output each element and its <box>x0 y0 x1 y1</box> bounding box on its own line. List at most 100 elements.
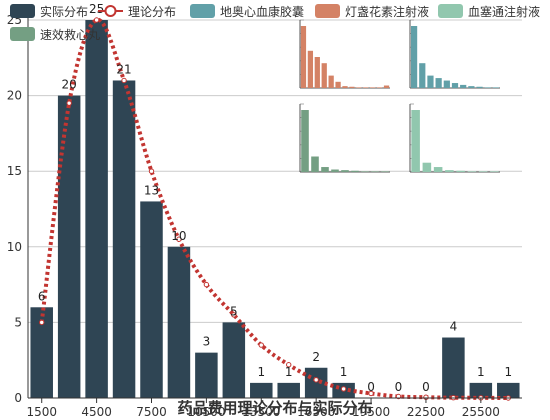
inset-bar <box>363 87 369 88</box>
inset-bar <box>460 84 467 88</box>
legend-item[interactable]: 速效救心丸 <box>10 27 100 42</box>
bar-series <box>30 20 520 398</box>
bar-value-label: 3 <box>203 335 211 349</box>
theory-point[interactable] <box>66 100 72 106</box>
x-tick-label: 7500 <box>136 405 167 419</box>
x-tick-label: 16500 <box>297 405 335 419</box>
inset-bar <box>383 85 390 88</box>
inset-bar <box>335 81 341 88</box>
theory-point[interactable] <box>313 377 319 383</box>
bar-value-label: 0 <box>422 380 430 394</box>
inset-bar <box>376 87 383 88</box>
histogram-bar[interactable] <box>304 367 328 398</box>
inset-bar <box>341 170 349 172</box>
inset-bar <box>381 171 389 172</box>
legend-swatch <box>10 4 35 18</box>
theory-point[interactable] <box>203 281 210 288</box>
histogram-bar[interactable] <box>277 382 300 398</box>
theory-point[interactable] <box>231 312 237 318</box>
theory-point[interactable] <box>286 362 292 368</box>
legend-label: 地奥心血康胶囊 <box>220 4 304 19</box>
histogram-bar[interactable] <box>112 80 136 398</box>
theory-point[interactable] <box>39 319 45 326</box>
x-tick-label: 13500 <box>242 405 280 419</box>
inset-bar <box>422 162 432 172</box>
legend-item[interactable]: 血塞通注射液 <box>438 4 540 19</box>
legend-label: 理论分布 <box>128 5 176 19</box>
theory-point[interactable] <box>148 168 155 174</box>
inset-bar <box>410 26 418 88</box>
bar-value-label: 1 <box>340 365 348 379</box>
inset-bar <box>321 63 327 88</box>
legend-item[interactable]: 灯盏花素注射液 <box>315 4 429 19</box>
bar-value-label: 10 <box>171 229 186 243</box>
inset-bar <box>371 171 379 172</box>
y-tick-label: 20 <box>7 89 22 103</box>
legend-label: 灯盏花素注射液 <box>345 4 429 19</box>
theory-point[interactable] <box>121 77 127 84</box>
chart-title: 药品费用理论分布与实际分布 <box>177 399 372 417</box>
legend-item[interactable]: 理论分布 <box>98 5 176 19</box>
inset-bar <box>411 110 420 172</box>
histogram-bar[interactable] <box>30 307 53 398</box>
inset-bar <box>456 170 465 172</box>
legend-item[interactable]: 地奥心血康胶囊 <box>190 4 304 19</box>
inset-bar <box>467 171 477 172</box>
histogram-bar[interactable] <box>497 382 520 398</box>
inset-bar <box>492 87 500 88</box>
x-tick-label: 1500 <box>26 405 57 419</box>
inset-charts <box>299 19 500 173</box>
inset-bar <box>331 169 339 172</box>
inset-bar <box>328 75 334 88</box>
inset-chart <box>299 103 390 173</box>
y-tick-label: 10 <box>7 240 22 254</box>
y-tick-label: 15 <box>7 164 22 178</box>
histogram-bar[interactable] <box>85 20 108 398</box>
inset-bar <box>419 63 426 88</box>
legend-label: 实际分布 <box>40 4 88 19</box>
inset-bar <box>443 80 450 88</box>
bar-value-label: 0 <box>395 380 403 394</box>
histogram-bar[interactable] <box>469 382 493 398</box>
histogram-bar[interactable] <box>167 246 191 398</box>
theory-point[interactable] <box>176 236 182 242</box>
legend-swatch <box>438 4 463 18</box>
bar-value-label: 25 <box>89 2 104 16</box>
x-tick-label: 25500 <box>462 405 500 419</box>
histogram-bar[interactable] <box>222 322 246 398</box>
inset-bar <box>356 87 362 88</box>
inset-bar <box>490 171 499 172</box>
theory-point[interactable] <box>258 342 264 348</box>
histogram-bar[interactable] <box>140 201 163 398</box>
bar-value-label: 1 <box>504 365 512 379</box>
theory-point[interactable] <box>93 17 100 23</box>
histogram-bar[interactable] <box>442 337 465 398</box>
bar-value-label: 0 <box>367 380 375 394</box>
bar-value-label: 1 <box>477 365 485 379</box>
bar-value-label: 13 <box>144 183 159 197</box>
x-tick-label: 10500 <box>187 405 225 419</box>
inset-bar <box>476 86 483 88</box>
theory-line[interactable] <box>39 17 509 400</box>
bar-value-label: 5 <box>230 304 238 318</box>
bar-value-label: 1 <box>285 365 293 379</box>
y-tick-label: 0 <box>14 391 22 405</box>
legend-label: 血塞通注射液 <box>468 4 540 19</box>
inset-bar <box>301 110 309 172</box>
theory-point[interactable] <box>368 390 374 397</box>
histogram-bar[interactable] <box>250 382 273 398</box>
inset-bar <box>307 50 314 88</box>
theory-point[interactable] <box>340 386 347 392</box>
inset-bar <box>427 75 434 88</box>
inset-bar <box>370 87 376 88</box>
inset-bar <box>468 86 475 88</box>
inset-bar <box>349 86 355 88</box>
histogram-bar[interactable] <box>195 352 218 398</box>
y-tick-label: 5 <box>14 315 22 329</box>
legend-item[interactable]: 实际分布 <box>10 4 88 19</box>
x-tick-label: 19500 <box>352 405 390 419</box>
histogram-bar[interactable] <box>57 95 81 398</box>
